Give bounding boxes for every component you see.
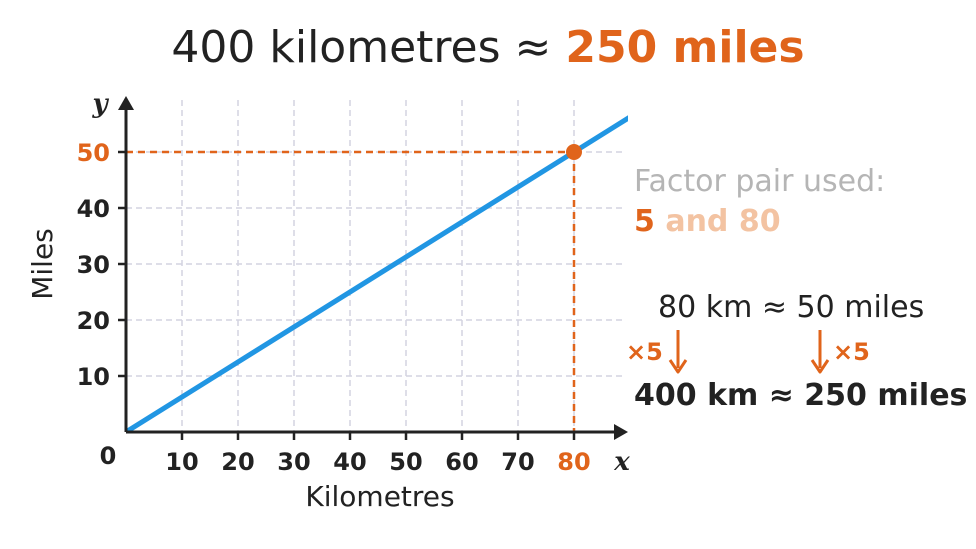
y-tick-label-50: 50 [77,139,110,167]
y-tick-label-10: 10 [77,363,110,391]
x-tick-label-70: 70 [501,448,534,476]
x-tick-label-10: 10 [165,448,198,476]
multiplier-left: ×5 [626,338,663,366]
origin-label: 0 [100,442,117,470]
y-axis-title: Miles [26,228,59,300]
y-tick-label-20: 20 [77,307,110,335]
x-tick-label-20: 20 [221,448,254,476]
y-tick-label-30: 30 [77,251,110,279]
equation-scaled: 400 km ≈ 250 miles [634,378,968,413]
multiplier-right: ×5 [833,338,870,366]
arrow-down-right-icon-head [810,359,830,374]
factor-and: and 80 [654,204,781,239]
factor-a: 5 [634,204,655,239]
x-axis-title: Kilometres [305,480,454,513]
chart-title: 400 kilometres ≈ 250 miles [0,22,976,73]
y-axis-letter: y [91,89,109,119]
x-tick-label-60: 60 [445,448,478,476]
series-line-0 [126,115,628,432]
x-axis-letter: x [613,447,630,477]
highlight-point [566,144,582,160]
x-axis-arrow [614,424,628,440]
x-tick-label-50: 50 [389,448,422,476]
y-tick-label-40: 40 [77,195,110,223]
title-highlight: 250 miles [565,22,805,73]
y-axis-arrow [118,96,134,110]
title-prefix: 400 kilometres ≈ [171,22,566,73]
factor-pair-label: Factor pair used: [634,164,886,199]
x-tick-label-80: 80 [557,448,590,476]
arrow-down-left-icon-head [668,359,688,374]
equation-base: 80 km ≈ 50 miles [658,290,925,325]
x-tick-label-40: 40 [333,448,366,476]
factor-pair-values: 5 and 80 [634,204,781,239]
x-tick-label-30: 30 [277,448,310,476]
